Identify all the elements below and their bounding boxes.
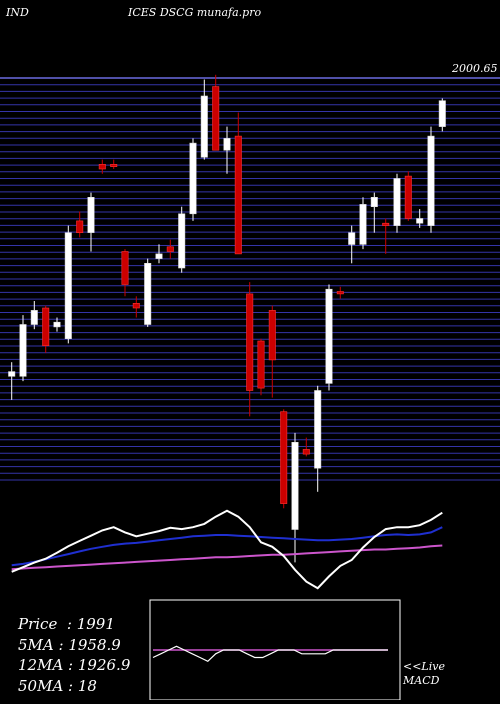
candle: [404, 171, 412, 221]
candle-body-down: [110, 164, 118, 168]
candle-body-down: [132, 302, 140, 309]
candle-body-up: [19, 324, 27, 377]
candle: [268, 305, 276, 398]
candle: [427, 126, 435, 233]
stats-panel: Price : 1991 5MA : 1958.9 12MA : 1926.9 …: [18, 614, 130, 696]
stat-12ma: 12MA : 1926.9: [18, 656, 131, 674]
candle: [348, 225, 356, 264]
candle: [359, 197, 367, 250]
candle-body-up: [87, 197, 95, 233]
stat-price: Price : 1991: [18, 615, 115, 633]
candle-body-up: [291, 441, 299, 530]
stat-5ma: 5MA : 1958.9: [18, 635, 121, 654]
candle: [19, 315, 27, 382]
chart-title: ICES DSCG munafa.pro: [128, 6, 262, 19]
candle-body-down: [212, 86, 220, 151]
candle-body-down: [268, 310, 276, 361]
candle: [370, 192, 378, 233]
candle-body-up: [438, 100, 446, 127]
candle: [87, 192, 95, 252]
candle-body-up: [8, 371, 16, 377]
candle: [178, 206, 186, 273]
candle: [438, 98, 446, 132]
ma-panel: [11, 509, 443, 590]
candle-body-down: [382, 222, 390, 226]
candle-body-up: [427, 135, 435, 226]
candle: [110, 159, 118, 169]
candle-body-down: [404, 175, 412, 219]
candle-body-up: [393, 178, 401, 226]
price-grid: [0, 77, 500, 481]
candle: [212, 74, 220, 151]
candle-body-up: [155, 253, 163, 259]
candle-body-down: [280, 411, 288, 504]
candle-body-up: [53, 321, 61, 328]
candle-body-up: [348, 232, 356, 245]
candle-body-down: [257, 340, 265, 389]
candle: [325, 284, 333, 391]
candle-body-down: [336, 291, 344, 295]
candle-body-up: [416, 218, 424, 224]
candle-body-down: [42, 307, 50, 347]
price-axis-labels: 2000.65: [451, 62, 498, 75]
candle: [382, 218, 390, 254]
ma-short-line: [11, 509, 443, 590]
candle: [336, 286, 344, 299]
candle-body-up: [223, 138, 231, 151]
candle: [234, 112, 242, 255]
candle: [189, 138, 197, 221]
candle-body-up: [200, 95, 208, 158]
candle: [144, 258, 152, 327]
candle: [246, 282, 254, 417]
candle-body-up: [359, 204, 367, 245]
macd-live-label[interactable]: <<Live MACD: [403, 660, 445, 687]
macd-panel: [149, 599, 401, 701]
ma-long-line: [11, 544, 443, 571]
candle-body-up: [325, 288, 333, 384]
candle: [200, 79, 208, 160]
candle: [8, 362, 16, 400]
top-price-label: 2000.65: [451, 62, 498, 75]
candlesticks: [8, 74, 446, 563]
candle: [416, 209, 424, 228]
candle-body-down: [98, 164, 106, 170]
candle: [121, 249, 129, 297]
candle: [76, 211, 84, 238]
candle-body-down: [166, 246, 174, 252]
candle-body-down: [234, 135, 242, 255]
candle-body-down: [76, 220, 84, 233]
candle: [53, 317, 61, 332]
candle: [291, 432, 299, 563]
candle: [257, 338, 265, 396]
candle-body-down: [302, 449, 310, 455]
candle: [302, 437, 310, 457]
candle: [393, 173, 401, 233]
candle-body-up: [144, 262, 152, 325]
candle: [30, 301, 38, 330]
candle-body-up: [64, 232, 72, 339]
candle-body-down: [246, 293, 254, 391]
ma-mid-line: [11, 526, 443, 567]
candle-body-up: [314, 390, 322, 469]
candle-body-up: [189, 142, 197, 215]
candle: [223, 126, 231, 174]
candle: [280, 409, 288, 509]
candle-body-up: [30, 310, 38, 325]
candle: [155, 244, 163, 264]
candle: [132, 296, 140, 318]
chart-title-left: IND: [6, 6, 29, 19]
candle-body-up: [178, 213, 186, 269]
candle: [166, 239, 174, 259]
candle: [314, 385, 322, 492]
stat-50ma: 50MA : 18: [18, 676, 97, 695]
macd-line: [152, 645, 388, 663]
candle: [98, 159, 106, 174]
candle-body-down: [121, 251, 129, 285]
candle: [64, 225, 72, 344]
candle: [42, 305, 50, 353]
candle-body-up: [370, 197, 378, 208]
